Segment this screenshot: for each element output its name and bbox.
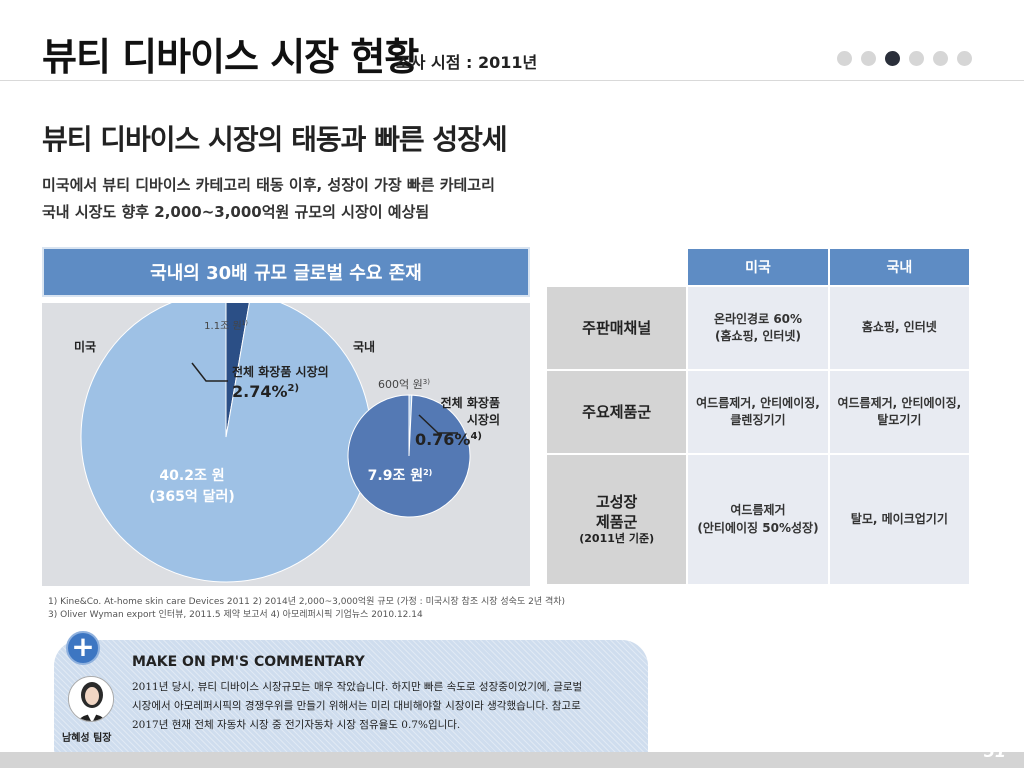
us-callout-line (191, 362, 228, 382)
kr-pie-slice-1 (347, 394, 471, 518)
person-icon (69, 677, 113, 721)
row-header-note: (2011년 기준) (579, 532, 655, 546)
pie-chart-panel: 미국 1.1조 원1) 전체 화장품 시장의 2.74%2) 40.2조 원 (365억 … (42, 303, 530, 586)
lede-line: 국내 시장도 향후 2,000~3,000억원 규모의 시장이 예상됨 (42, 203, 430, 221)
commentary-body: 2011년 당시, 뷰티 디바이스 시장규모는 매우 작았습니다. 하지만 빠른… (132, 678, 622, 735)
kr-pie-label: 국내 (353, 339, 375, 354)
cell-kr-sales-channel: 홈쇼핑, 인터넷 (827, 285, 972, 371)
cell-line: (안티에이징 50%성장) (697, 520, 819, 535)
cell-kr-main-products: 여드름제거, 안티에이징, 탈모기기 (827, 369, 972, 455)
pagination-dot[interactable] (957, 51, 972, 66)
bottom-bar (0, 752, 1024, 768)
cell-line: 온라인경로 60% (713, 311, 803, 326)
us-pie-label: 미국 (74, 339, 96, 354)
cell-line: 여드름제거, 안티에이징, (696, 395, 820, 410)
cell-line: 여드름제거 (730, 503, 786, 518)
column-header-us: 미국 (686, 247, 830, 287)
footnote: 3) Oliver Wyman export 인터뷰, 2011.5 제약 보고… (48, 610, 423, 620)
cell-line: 탈모, 메이크업기기 (850, 511, 948, 526)
author-name: 남혜성 팀장 (62, 733, 112, 744)
kr-slice-name-2: 시장의 (467, 412, 500, 427)
page-number: 51 (983, 742, 1006, 761)
commentary-line: 2017년 현재 전체 자동차 시장 중 전기자동차 시장 점유율도 0.7%입… (132, 719, 461, 731)
kr-slice-value: 0.76%4) (415, 430, 482, 449)
cell-us-high-growth: 여드름제거 (안티에이징 50%성장) (686, 453, 830, 586)
commentary-line: 2011년 당시, 뷰티 디바이스 시장규모는 매우 작았습니다. 하지만 빠른… (132, 681, 583, 693)
kr-callout-line (418, 414, 458, 434)
lede-line: 미국에서 뷰티 디바이스 카테고리 태동 이후, 성장이 가장 빠른 카테고리 (42, 176, 495, 194)
cell-us-main-products: 여드름제거, 안티에이징, 클렌징기기 (686, 369, 830, 455)
row-header-sales-channel: 주판매채널 (544, 285, 689, 371)
cell-line: (홈쇼핑, 인터넷) (715, 329, 801, 343)
us-slice-amount: 1.1조 원1) (204, 320, 248, 332)
slide-headline: 뷰티 디바이스 시장의 태동과 빠른 성장세 (42, 123, 508, 156)
table-row: 주판매채널 온라인경로 60% (홈쇼핑, 인터넷) 홈쇼핑, 인터넷 (544, 285, 972, 371)
table-row: 고성장 제품군 (2011년 기준) 여드름제거 (안티에이징 50%성장) 탈… (544, 453, 972, 586)
cell-line: 홈쇼핑, 인터넷 (861, 320, 937, 335)
table-row: 주요제품군 여드름제거, 안티에이징, 클렌징기기 여드름제거, 안티에이징, … (544, 369, 972, 455)
column-header-kr: 국내 (827, 247, 972, 287)
us-slice-name: 전체 화장품 시장의 (232, 364, 329, 379)
cell-us-sales-channel: 온라인경로 60% (홈쇼핑, 인터넷) (686, 285, 830, 371)
us-slice-value: 2.74%2) (232, 382, 299, 401)
pagination-dot[interactable] (933, 51, 948, 66)
page-title: 뷰티 디바이스 시장 현황 (42, 35, 419, 79)
us-center-value: 40.2조 원 (159, 468, 224, 484)
footnote: 1) Kine&Co. At-home skin care Devices 20… (48, 597, 566, 607)
plus-icon[interactable]: + (66, 631, 100, 665)
table-corner (544, 247, 689, 287)
pagination-dot[interactable] (837, 51, 852, 66)
author-avatar (68, 676, 114, 722)
us-pie-slice-0 (225, 303, 250, 438)
row-header-main-products: 주요제품군 (544, 369, 689, 455)
survey-date: 조사 시점 : 2011년 (396, 53, 538, 72)
pie-chart-svg: 미국 1.1조 원1) 전체 화장품 시장의 2.74%2) 40.2조 원 (365억 … (74, 303, 500, 583)
kr-slice-name: 전체 화장품 (441, 395, 500, 410)
commentary-box (54, 640, 648, 768)
kr-center-value: 7.9조 원2) (368, 468, 433, 484)
commentary-line: 시장에서 아모레퍼시픽의 경쟁우위를 만들기 위해서는 미리 대비해야할 시장이… (132, 700, 581, 712)
pagination-dots (837, 51, 972, 66)
us-center-sub: (365억 달러) (149, 489, 235, 505)
pagination-dot[interactable] (909, 51, 924, 66)
row-header-line: 고성장 (595, 492, 638, 511)
cell-kr-high-growth: 탈모, 메이크업기기 (827, 453, 972, 586)
row-header-line: 제품군 (595, 513, 638, 532)
us-pie-slice-1 (80, 303, 372, 583)
comparison-table: 미국 국내 주판매채널 온라인경로 60% (홈쇼핑, 인터넷) 홈쇼핑, 인터… (544, 247, 972, 586)
pagination-dot[interactable] (861, 51, 876, 66)
chart-banner: 국내의 30배 규모 글로벌 수요 존재 (42, 247, 530, 297)
cell-line: 클렌징기기 (730, 413, 786, 427)
commentary-title: MAKE ON PM'S COMMENTARY (132, 654, 365, 670)
row-header-high-growth: 고성장 제품군 (2011년 기준) (544, 453, 689, 586)
title-divider (0, 80, 1024, 81)
cell-line: 여드름제거, 안티에이징, (837, 395, 962, 410)
cell-line: 탈모기기 (877, 413, 922, 427)
pagination-dot-active[interactable] (885, 51, 900, 66)
kr-slice-amount: 600억 원3) (378, 378, 430, 391)
